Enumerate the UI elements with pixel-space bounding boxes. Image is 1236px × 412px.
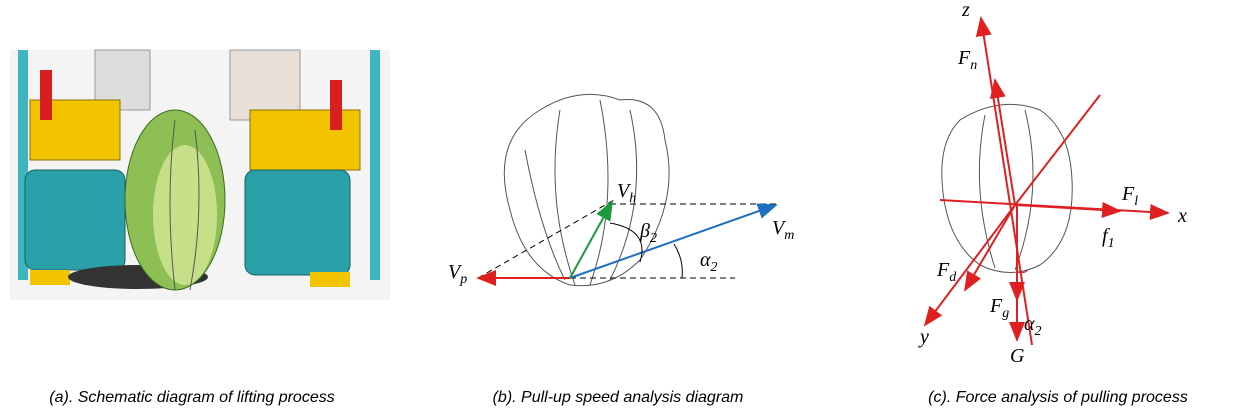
caption: (a). Schematic diagram of lifting proces… xyxy=(49,389,334,406)
label: Fl xyxy=(1121,183,1138,209)
label: β2 xyxy=(639,220,657,246)
caption: (b). Pull-up speed analysis diagram xyxy=(493,389,744,406)
label: Vm xyxy=(772,217,794,243)
label: Fn xyxy=(957,47,977,73)
axis-label: x xyxy=(1177,205,1187,227)
velocity-vectors xyxy=(476,199,778,286)
axis-label: z xyxy=(961,0,970,21)
label: Vp xyxy=(448,261,467,287)
label: G xyxy=(1010,345,1025,367)
label: α2 xyxy=(1024,313,1042,339)
axis-label: y xyxy=(918,326,929,348)
caption: (c). Force analysis of pulling process xyxy=(928,389,1188,406)
label: Vh xyxy=(617,180,636,206)
label: α2 xyxy=(700,249,718,275)
lettuce-sketch xyxy=(941,103,1073,273)
label: Fg xyxy=(989,295,1009,321)
label: f1 xyxy=(1102,225,1115,251)
machine-illustration xyxy=(10,49,390,300)
label: Fd xyxy=(936,259,957,285)
force-vectors xyxy=(923,16,1170,346)
lettuce-sketch xyxy=(503,93,670,287)
